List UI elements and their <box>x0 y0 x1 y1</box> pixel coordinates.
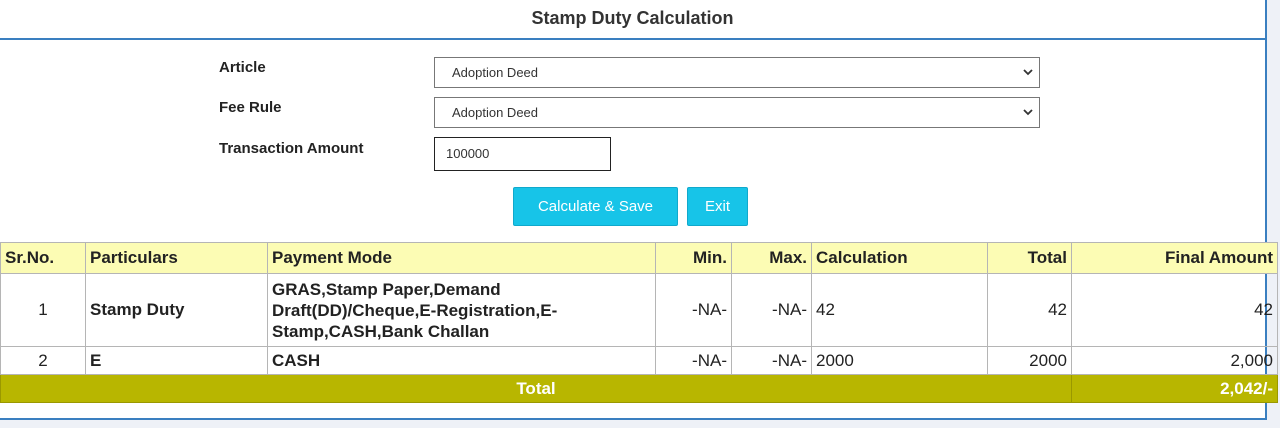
cell-final-amount: 42 <box>1071 273 1278 347</box>
cell-total: 2000 <box>987 346 1072 375</box>
total-value: 2,042/- <box>1071 374 1278 403</box>
table-row: 1 Stamp Duty GRAS,Stamp Paper,Demand Dra… <box>0 273 1278 347</box>
cell-particulars: E <box>85 346 268 375</box>
total-row: Total 2,042/- <box>0 374 1278 403</box>
chevron-down-icon <box>1023 109 1033 116</box>
stamp-duty-table: Sr.No. Particulars Payment Mode Min. Max… <box>0 242 1278 403</box>
total-label: Total <box>0 374 1072 403</box>
fee-rule-select[interactable]: Adoption Deed <box>434 97 1040 128</box>
table-header-row: Sr.No. Particulars Payment Mode Min. Max… <box>0 242 1278 274</box>
cell-calculation: 42 <box>811 273 988 347</box>
cell-min: -NA- <box>655 346 732 375</box>
transaction-amount-input[interactable]: 100000 <box>434 137 611 171</box>
col-header-max: Max. <box>731 242 812 274</box>
cell-final-amount: 2,000 <box>1071 346 1278 375</box>
article-select-value: Adoption Deed <box>452 65 539 80</box>
article-label: Article <box>219 59 266 76</box>
cell-calculation: 2000 <box>811 346 988 375</box>
col-header-min: Min. <box>655 242 732 274</box>
cell-max: -NA- <box>731 273 812 347</box>
fee-rule-select-value: Adoption Deed <box>452 105 539 120</box>
col-header-total: Total <box>987 242 1072 274</box>
cell-sr-no: 2 <box>0 346 86 375</box>
cell-min: -NA- <box>655 273 732 347</box>
table-row: 2 E CASH -NA- -NA- 2000 2000 2,000 <box>0 346 1278 375</box>
col-header-calculation: Calculation <box>811 242 988 274</box>
col-header-sr-no: Sr.No. <box>0 242 86 274</box>
col-header-particulars: Particulars <box>85 242 268 274</box>
cell-payment-mode: GRAS,Stamp Paper,Demand Draft(DD)/Cheque… <box>267 273 656 347</box>
chevron-down-icon <box>1023 69 1033 76</box>
cell-particulars: Stamp Duty <box>85 273 268 347</box>
exit-button[interactable]: Exit <box>687 187 748 226</box>
cell-payment-mode: CASH <box>267 346 656 375</box>
fee-rule-label: Fee Rule <box>219 99 282 116</box>
cell-total: 42 <box>987 273 1072 347</box>
cell-max: -NA- <box>731 346 812 375</box>
transaction-amount-label: Transaction Amount <box>219 140 364 157</box>
article-select[interactable]: Adoption Deed <box>434 57 1040 88</box>
cell-sr-no: 1 <box>0 273 86 347</box>
col-header-payment-mode: Payment Mode <box>267 242 656 274</box>
col-header-final-amount: Final Amount <box>1071 242 1278 274</box>
page-title: Stamp Duty Calculation <box>0 0 1265 40</box>
calculate-save-button[interactable]: Calculate & Save <box>513 187 678 226</box>
stamp-duty-panel: Stamp Duty Calculation Article Adoption … <box>0 0 1278 420</box>
